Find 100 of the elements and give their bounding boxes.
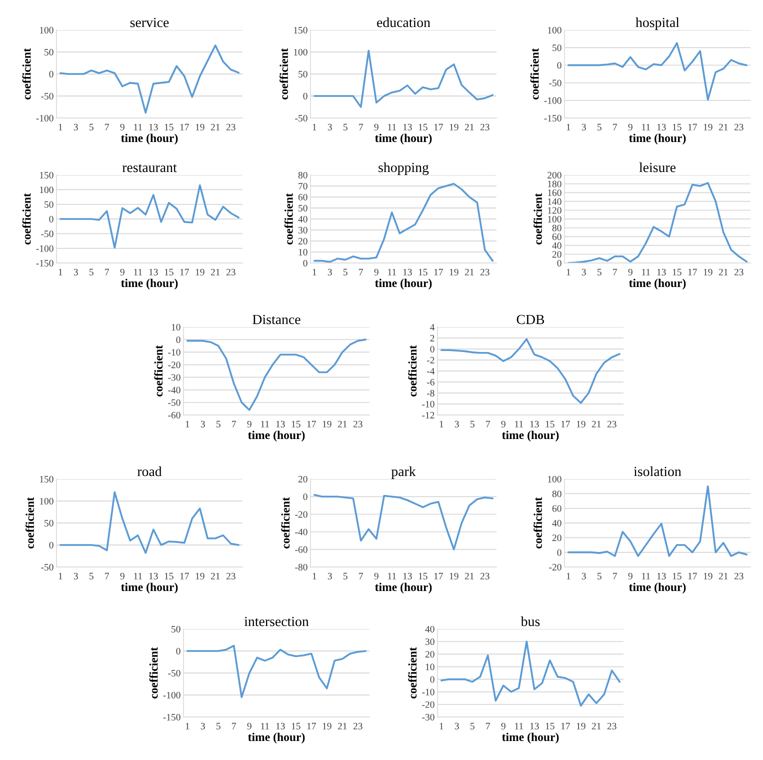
- x-tick-label: 5: [90, 572, 94, 580]
- y-tick-label: 50: [552, 44, 562, 52]
- x-tick-label: 7: [486, 722, 490, 730]
- y-tick-label: 100: [40, 498, 54, 504]
- y-axis-title: coefficient: [26, 497, 34, 548]
- y-tick-label: 10: [426, 664, 434, 670]
- x-axis-title: time (hour): [502, 732, 559, 744]
- chart-title: shopping: [378, 162, 429, 175]
- line-series: [567, 485, 748, 557]
- x-tick-label: 7: [232, 420, 236, 428]
- y-axis-title: coefficient: [534, 497, 542, 548]
- x-tick-label: 15: [672, 268, 682, 276]
- x-tick-label: 21: [464, 572, 474, 580]
- x-tick-label: 17: [561, 420, 570, 428]
- x-tick-label: 19: [704, 268, 712, 276]
- y-tick-label: 150: [40, 476, 54, 482]
- y-tick-label: 100: [40, 186, 54, 194]
- line-series: [313, 50, 494, 108]
- y-tick-label: 0: [303, 494, 308, 500]
- x-tick-label: 13: [657, 572, 666, 580]
- y-tick-label: -100: [163, 692, 180, 698]
- x-tick-label: 11: [388, 124, 396, 130]
- x-tick-label: 5: [598, 268, 602, 276]
- x-tick-label: 23: [226, 124, 236, 130]
- x-tick-label: 11: [642, 268, 650, 276]
- y-tick-label: 30: [425, 638, 434, 646]
- x-tick-label: 9: [501, 722, 506, 730]
- x-tick-label: 19: [450, 124, 458, 130]
- x-tick-label: 19: [450, 572, 458, 580]
- x-tick-label: 19: [704, 124, 712, 130]
- x-tick-label: 19: [196, 268, 204, 276]
- x-tick-label: 11: [388, 572, 396, 580]
- y-axis-title: coefficient: [22, 48, 31, 100]
- x-tick-label: 23: [734, 572, 744, 580]
- y-tick-label: 0: [49, 70, 54, 78]
- x-tick-label: 21: [338, 722, 347, 730]
- line-series: [567, 42, 748, 101]
- y-tick-label: -20: [549, 564, 562, 570]
- y-tick-label: 0: [430, 676, 434, 683]
- y-tick-label: -50: [295, 114, 308, 122]
- y-tick-label: 50: [44, 201, 54, 208]
- x-axis-title: time (hour): [248, 430, 305, 442]
- line-series: [440, 640, 621, 707]
- x-tick-label: 21: [718, 572, 728, 580]
- x-tick-label: 7: [359, 124, 364, 130]
- x-tick-label: 1: [312, 572, 316, 580]
- line-series: [313, 182, 494, 263]
- y-tick-label: 0: [303, 260, 308, 266]
- x-tick-label: 7: [105, 124, 110, 130]
- y-tick-label: 140: [548, 198, 562, 205]
- y-tick-label: -50: [41, 230, 54, 238]
- y-tick-label: 100: [294, 48, 308, 56]
- x-tick-label: 17: [688, 124, 697, 130]
- y-tick-label: 50: [172, 626, 180, 632]
- x-tick-label: 23: [607, 722, 616, 730]
- y-axis-title: coefficient: [281, 497, 290, 548]
- x-tick-label: 9: [374, 268, 378, 276]
- x-tick-label: 17: [307, 722, 316, 730]
- y-tick-label: -100: [36, 245, 54, 252]
- y-tick-label: 40: [298, 216, 308, 222]
- x-tick-label: 13: [149, 572, 158, 580]
- chart-title: road: [137, 466, 162, 476]
- y-tick-label: 0: [557, 549, 562, 556]
- x-tick-label: 21: [718, 124, 728, 130]
- x-tick-label: 9: [247, 722, 252, 730]
- x-tick-label: 5: [216, 722, 220, 730]
- x-tick-label: 9: [501, 420, 506, 428]
- x-tick-label: 9: [120, 268, 124, 276]
- x-tick-label: 3: [454, 420, 459, 428]
- y-tick-label: 0: [49, 216, 54, 222]
- y-tick-label: 20: [298, 476, 308, 482]
- x-tick-label: 19: [322, 420, 332, 428]
- x-tick-label: 15: [418, 268, 428, 276]
- x-tick-label: 3: [328, 124, 332, 130]
- x-tick-label: 11: [515, 722, 523, 730]
- x-tick-label: 5: [344, 124, 348, 130]
- y-tick-label: -100: [544, 97, 562, 104]
- y-tick-label: 0: [176, 336, 180, 344]
- y-tick-label: 160: [548, 190, 562, 196]
- x-tick-label: 3: [74, 572, 78, 580]
- y-tick-label: -150: [163, 714, 180, 720]
- x-axis-title: time (hour): [629, 582, 686, 594]
- x-tick-label: 7: [359, 268, 364, 276]
- x-tick-label: 11: [134, 572, 142, 580]
- x-tick-label: 7: [359, 572, 364, 580]
- y-tick-label: 200: [548, 172, 562, 178]
- x-tick-label: 17: [434, 268, 443, 276]
- y-axis-title: coefficient: [284, 193, 293, 244]
- x-tick-label: 15: [292, 420, 300, 428]
- y-tick-label: -10: [422, 688, 434, 696]
- x-tick-label: 21: [464, 124, 474, 130]
- y-tick-label: 20: [425, 651, 434, 658]
- y-tick-label: -100: [36, 114, 54, 122]
- y-tick-label: 10: [172, 324, 180, 330]
- x-tick-label: 17: [688, 572, 697, 580]
- x-tick-label: 1: [566, 572, 570, 580]
- x-tick-label: 3: [454, 722, 459, 730]
- y-tick-label: -6: [426, 378, 434, 386]
- x-tick-label: 23: [480, 124, 490, 130]
- x-tick-label: 9: [120, 572, 124, 580]
